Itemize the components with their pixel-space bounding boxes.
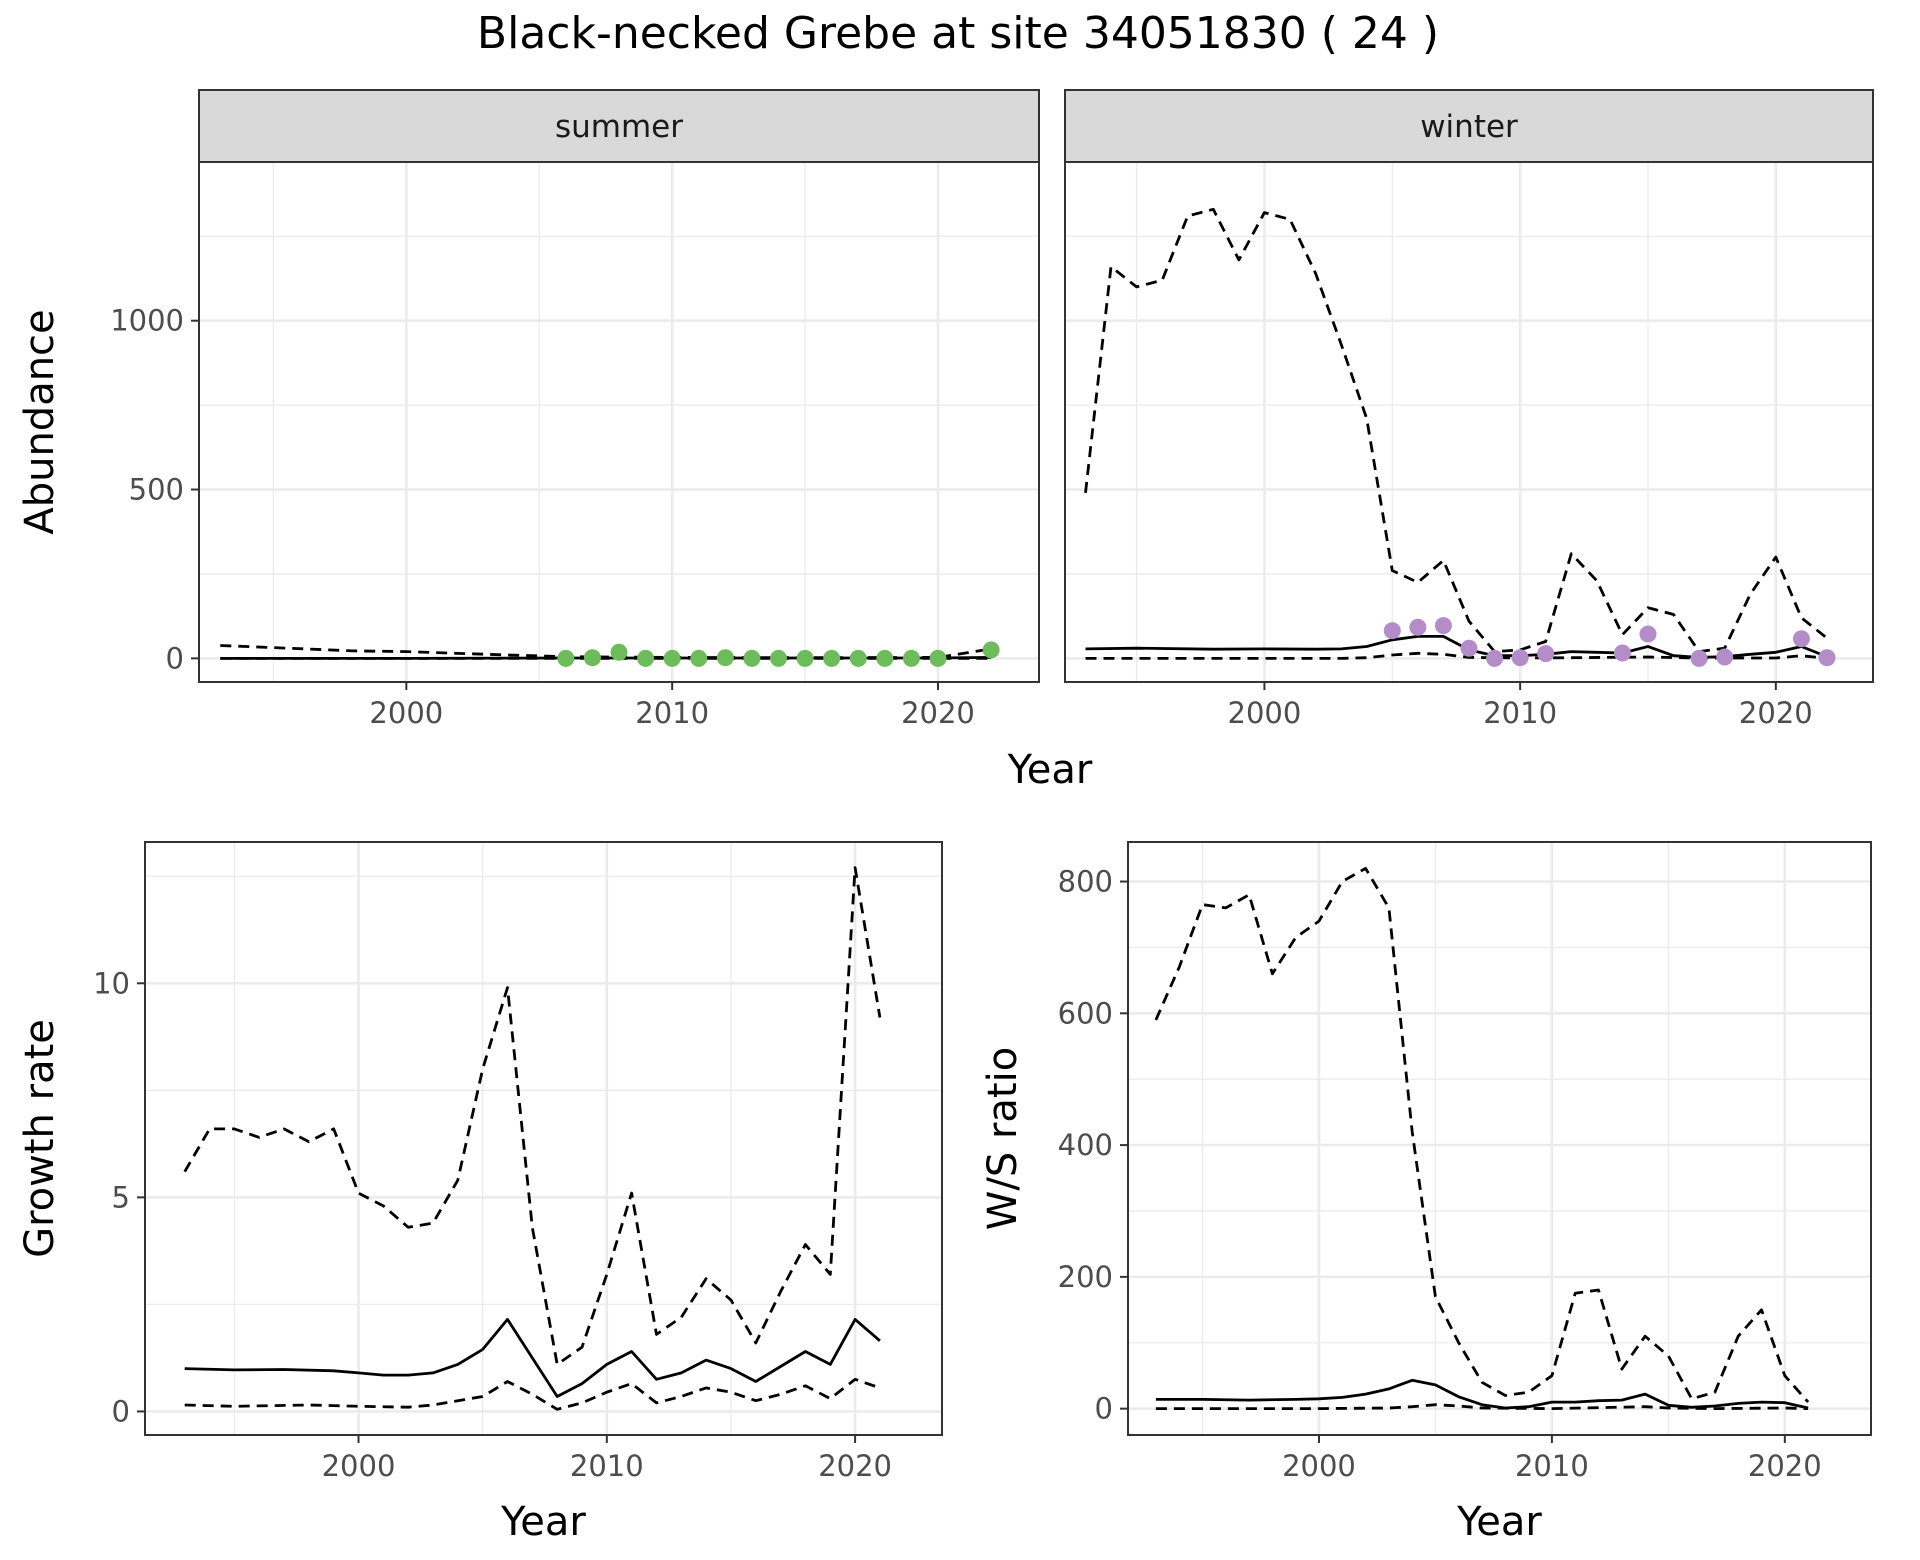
x-tick-label: 2000 [1282, 1449, 1356, 1483]
abundance-winter-data-point [1613, 644, 1631, 662]
x-tick-label: 2020 [901, 696, 975, 730]
abundance-summer-data-point [637, 649, 655, 667]
abundance-summer-data-point [690, 649, 708, 667]
x-tick-label: 2020 [818, 1449, 892, 1483]
panel-abundance-summer: summer 2000 2010 2020 0 500 1000 Abundance [17, 89, 1040, 730]
ws-ratio-y-axis-title: W/S ratio [980, 1047, 1026, 1230]
ws-ratio-x-axis-title: Year [1456, 1499, 1542, 1545]
growth-rate-gridlines [145, 842, 942, 1435]
abundance-winter-data-point [1818, 649, 1836, 667]
ws-ratio-panel-border [1127, 841, 1872, 1436]
x-tick-label: 2020 [1739, 696, 1813, 730]
growth-rate-series-line-2-solid [184, 1318, 881, 1398]
abundance-summer-y-axis-title: Abundance [17, 309, 63, 534]
shared-x-axis-title: Year [1007, 747, 1093, 793]
y-tick-label: 1000 [110, 304, 184, 338]
facet-strip-winter [1064, 89, 1874, 163]
abundance-winter-data-point [1690, 649, 1708, 667]
plot-abundance-winter: 2000 2010 2020 [1064, 161, 1874, 730]
x-tick-label: 2000 [369, 696, 443, 730]
x-tick-label: 2010 [635, 696, 709, 730]
x-tick-label: 2010 [1515, 1449, 1589, 1483]
y-tick-label: 5 [112, 1180, 130, 1214]
abundance-summer-data-point [982, 641, 1000, 659]
y-tick-label: 0 [166, 641, 184, 675]
abundance-summer-data-point [796, 649, 814, 667]
y-tick-label: 600 [1058, 996, 1113, 1030]
abundance-summer-data-point [929, 649, 947, 667]
facet-strip-label-summer: summer [555, 109, 683, 145]
abundance-summer-data-point [610, 643, 628, 661]
abundance-summer-data-point [583, 649, 601, 667]
abundance-summer-data-point [823, 649, 841, 667]
abundance-winter-data-point [1383, 622, 1401, 640]
abundance-winter-data-point [1434, 617, 1452, 635]
main-title: Black-necked Grebe at site 34051830 ( 24… [477, 8, 1439, 59]
abundance-winter-data-point [1511, 649, 1529, 667]
growth-rate-series-line-1-dashed [183, 866, 882, 1366]
abundance-summer-data-point [557, 649, 575, 667]
y-tick-label: 10 [93, 966, 130, 1000]
y-tick-label: 500 [129, 473, 184, 507]
x-tick-label: 2000 [1228, 696, 1302, 730]
panel-abundance-winter: winter 2000 2010 2020 [1064, 89, 1874, 730]
x-tick-label: 2000 [322, 1449, 396, 1483]
growth-rate-y-axis-title: Growth rate [17, 1019, 63, 1258]
abundance-summer-data-point [849, 649, 867, 667]
ws-ratio-series-line-1-dashed [1154, 867, 1810, 1404]
y-tick-label: 200 [1058, 1260, 1113, 1294]
abundance-summer-data-point [902, 649, 920, 667]
abundance-winter-data-point [1639, 625, 1657, 643]
growth-rate-x-axis-title: Year [500, 1499, 586, 1545]
x-tick-label: 2010 [1483, 696, 1557, 730]
facet-strip-summer [198, 89, 1040, 163]
abundance-winter-data-point [1486, 649, 1504, 667]
abundance-winter-panel-border [1064, 161, 1874, 683]
plot-abundance-summer: 2000 2010 2020 0 500 1000 Abundance [17, 161, 1040, 730]
y-tick-label: 800 [1058, 865, 1113, 899]
abundance-summer-data-point [716, 649, 734, 667]
abundance-summer-data-point [743, 649, 761, 667]
y-tick-label: 0 [112, 1394, 130, 1428]
facet-strip-label-winter: winter [1420, 109, 1518, 145]
abundance-winter-data-point [1409, 618, 1427, 636]
abundance-summer-data-point [769, 649, 787, 667]
panel-growth-rate: 2000 2010 2020 0 5 10 Year Growth rate [17, 841, 943, 1545]
growth-rate-series-line-3-dashed [184, 1377, 881, 1411]
abundance-summer-data-point [663, 649, 681, 667]
panel-ws-ratio: 2000 2010 2020 0 200 400 600 800 Year W/S ratio [980, 841, 1872, 1545]
abundance-winter-data-point [1792, 630, 1810, 648]
abundance-summer-data-point [876, 649, 894, 667]
growth-rate-panel-border [144, 841, 943, 1436]
ws-ratio-gridlines [1128, 842, 1871, 1435]
abundance-winter-series-line-3-dashed [1085, 651, 1828, 660]
ws-ratio-series-line-3-dashed [1155, 1403, 1809, 1410]
y-tick-label: 0 [1095, 1392, 1113, 1426]
abundance-winter-data-point [1537, 645, 1555, 663]
abundance-winter-data-point [1716, 648, 1734, 666]
x-tick-label: 2010 [570, 1449, 644, 1483]
abundance-winter-data-point [1460, 639, 1478, 657]
abundance-summer-panel-border [198, 161, 1040, 683]
y-tick-label: 400 [1058, 1128, 1113, 1162]
x-tick-label: 2020 [1748, 1449, 1822, 1483]
